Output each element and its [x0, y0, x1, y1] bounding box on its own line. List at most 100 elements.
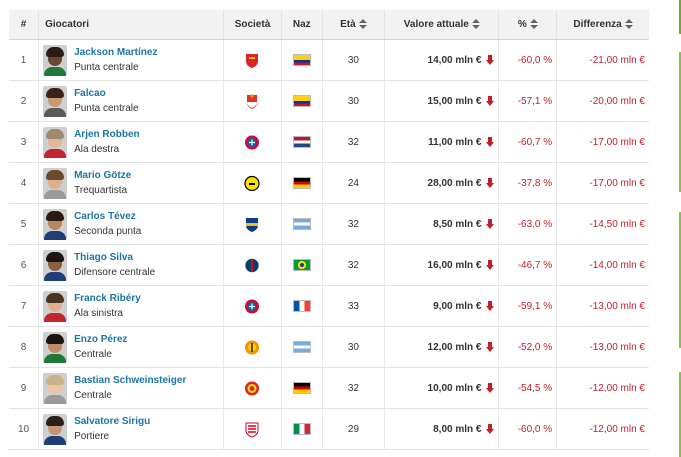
percent-change: -63,0 % — [498, 203, 558, 245]
club-crest-icon[interactable] — [244, 339, 260, 356]
percent-change: -60,0 % — [498, 408, 558, 450]
flag-colombia-icon — [292, 54, 311, 66]
player-name-link[interactable]: Salvatore Sirigu — [74, 416, 151, 427]
player-photo[interactable] — [43, 413, 68, 445]
player-photo[interactable] — [43, 167, 68, 199]
club-crest-icon[interactable] — [244, 93, 260, 110]
club-cell — [223, 285, 282, 327]
player-position: Difensore centrale — [74, 267, 156, 278]
club-cell — [223, 326, 282, 368]
arrow-down-icon — [486, 423, 495, 434]
flag-germany-icon — [292, 382, 311, 394]
player-cell: Bastian Schweinsteiger Centrale — [38, 367, 225, 409]
player-photo[interactable] — [43, 85, 68, 117]
flag-italy-icon — [292, 423, 311, 435]
player-name-link[interactable]: Thiago Silva — [74, 252, 133, 263]
player-photo[interactable] — [43, 372, 68, 404]
value-difference: -17,00 mln € — [556, 121, 649, 163]
table-row: 1 Jackson Martínez Punta centrale 30 14,… — [9, 39, 649, 81]
player-name-link[interactable]: Enzo Pérez — [74, 334, 128, 345]
player-photo[interactable] — [43, 208, 68, 240]
player-cell: Falcao Punta centrale — [38, 80, 225, 122]
age-value: 24 — [322, 162, 386, 204]
club-crest-icon[interactable] — [244, 175, 261, 192]
col-header-club: Società — [223, 10, 282, 40]
percent-change: -52,0 % — [498, 326, 558, 368]
player-cell: Carlos Tévez Seconda punta — [38, 203, 225, 245]
nationality-cell — [281, 326, 323, 368]
sort-icon[interactable] — [358, 19, 367, 30]
player-name-link[interactable]: Mario Götze — [74, 170, 132, 181]
nationality-cell — [281, 203, 323, 245]
player-name-link[interactable]: Franck Ribéry — [74, 293, 141, 304]
club-crest-icon[interactable] — [244, 216, 260, 233]
player-photo[interactable] — [43, 331, 68, 363]
club-crest-icon[interactable] — [244, 134, 260, 151]
market-value-cell: 28,00 mln € — [384, 162, 500, 204]
club-crest-icon[interactable] — [244, 380, 260, 397]
table-row: 7 Franck Ribéry Ala sinistra 33 9,00 mln… — [9, 285, 649, 327]
players-table: # Giocatori Società Naz Età Valore attua… — [9, 10, 649, 450]
player-name-link[interactable]: Bastian Schweinsteiger — [74, 375, 187, 386]
sort-icon[interactable] — [471, 19, 480, 30]
player-photo[interactable] — [43, 44, 68, 76]
flag-colombia-icon — [292, 95, 311, 107]
club-cell — [223, 203, 282, 245]
club-crest-icon[interactable] — [244, 421, 260, 438]
sidebar-accent-bar — [679, 372, 681, 457]
row-number: 4 — [9, 162, 40, 204]
market-value: 14,00 mln € — [427, 54, 482, 66]
player-position: Ala destra — [74, 144, 120, 155]
market-value: 8,00 mln € — [433, 423, 482, 435]
col-header-market-value[interactable]: Valore attuale — [384, 10, 500, 40]
club-crest-icon[interactable] — [244, 257, 260, 274]
arrow-down-icon — [486, 218, 495, 229]
flag-argentina-icon — [292, 341, 311, 353]
age-value: 30 — [322, 39, 386, 81]
market-value: 28,00 mln € — [427, 177, 482, 189]
col-header-market-value-label: Valore attuale — [403, 19, 469, 30]
player-position: Centrale — [74, 349, 112, 360]
arrow-down-icon — [486, 177, 495, 188]
player-name-link[interactable]: Carlos Tévez — [74, 211, 136, 222]
flag-germany-icon — [292, 177, 311, 189]
market-value-cell: 14,00 mln € — [384, 39, 500, 81]
table-row: 3 Arjen Robben Ala destra 32 11,00 mln €… — [9, 121, 649, 163]
market-value-cell: 9,00 mln € — [384, 285, 500, 327]
sort-icon[interactable] — [529, 19, 538, 30]
col-header-difference[interactable]: Differenza — [556, 10, 649, 40]
value-difference: -14,50 mln € — [556, 203, 649, 245]
sort-icon[interactable] — [624, 19, 633, 30]
nationality-cell — [281, 367, 323, 409]
arrow-down-icon — [486, 382, 495, 393]
value-difference: -20,00 mln € — [556, 80, 649, 122]
sidebar-accent-bar — [679, 212, 681, 348]
player-cell: Mario Götze Trequartista — [38, 162, 225, 204]
player-name-link[interactable]: Arjen Robben — [74, 129, 140, 140]
market-value-cell: 11,00 mln € — [384, 121, 500, 163]
club-cell — [223, 39, 282, 81]
player-photo[interactable] — [43, 249, 68, 281]
club-crest-icon[interactable] — [244, 298, 260, 315]
player-photo[interactable] — [43, 126, 68, 158]
player-name-link[interactable]: Jackson Martínez — [74, 47, 158, 58]
sidebar-accent-bar — [679, 0, 681, 34]
player-position: Centrale — [74, 390, 112, 401]
value-difference: -13,00 mln € — [556, 285, 649, 327]
player-name-link[interactable]: Falcao — [74, 88, 106, 99]
club-crest-icon[interactable] — [244, 52, 260, 69]
age-value: 32 — [322, 203, 386, 245]
col-header-age[interactable]: Età — [322, 10, 386, 40]
nationality-cell — [281, 162, 323, 204]
market-value: 9,00 mln € — [433, 300, 482, 312]
col-header-nationality: Naz — [281, 10, 323, 40]
flag-brazil-icon — [292, 259, 311, 271]
club-cell — [223, 121, 282, 163]
player-cell: Jackson Martínez Punta centrale — [38, 39, 225, 81]
percent-change: -37,8 % — [498, 162, 558, 204]
percent-change: -60,7 % — [498, 121, 558, 163]
row-number: 9 — [9, 367, 40, 409]
player-photo[interactable] — [43, 290, 68, 322]
col-header-percent[interactable]: % — [498, 10, 558, 40]
nationality-cell — [281, 39, 323, 81]
